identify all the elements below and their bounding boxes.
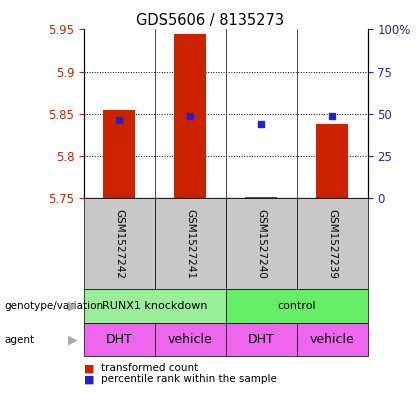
Text: DHT: DHT — [106, 333, 133, 346]
Text: GSM1527240: GSM1527240 — [256, 209, 266, 279]
Text: GSM1527242: GSM1527242 — [114, 209, 124, 279]
Text: GDS5606 / 8135273: GDS5606 / 8135273 — [136, 13, 284, 28]
Bar — [103, 110, 135, 198]
Bar — [316, 124, 348, 198]
Text: DHT: DHT — [248, 333, 275, 346]
Text: ■: ■ — [84, 363, 94, 373]
Text: GSM1527239: GSM1527239 — [327, 209, 337, 279]
Text: percentile rank within the sample: percentile rank within the sample — [101, 374, 277, 384]
Text: ▶: ▶ — [68, 299, 78, 312]
Bar — [245, 197, 277, 198]
Text: transformed count: transformed count — [101, 363, 198, 373]
Text: genotype/variation: genotype/variation — [4, 301, 103, 311]
Text: control: control — [277, 301, 316, 311]
Text: vehicle: vehicle — [168, 333, 213, 346]
Text: vehicle: vehicle — [310, 333, 354, 346]
Bar — [174, 34, 206, 198]
Text: ■: ■ — [84, 374, 94, 384]
Text: agent: agent — [4, 335, 34, 345]
Text: RUNX1 knockdown: RUNX1 knockdown — [102, 301, 207, 311]
Text: GSM1527241: GSM1527241 — [185, 209, 195, 279]
Text: ▶: ▶ — [68, 333, 78, 346]
